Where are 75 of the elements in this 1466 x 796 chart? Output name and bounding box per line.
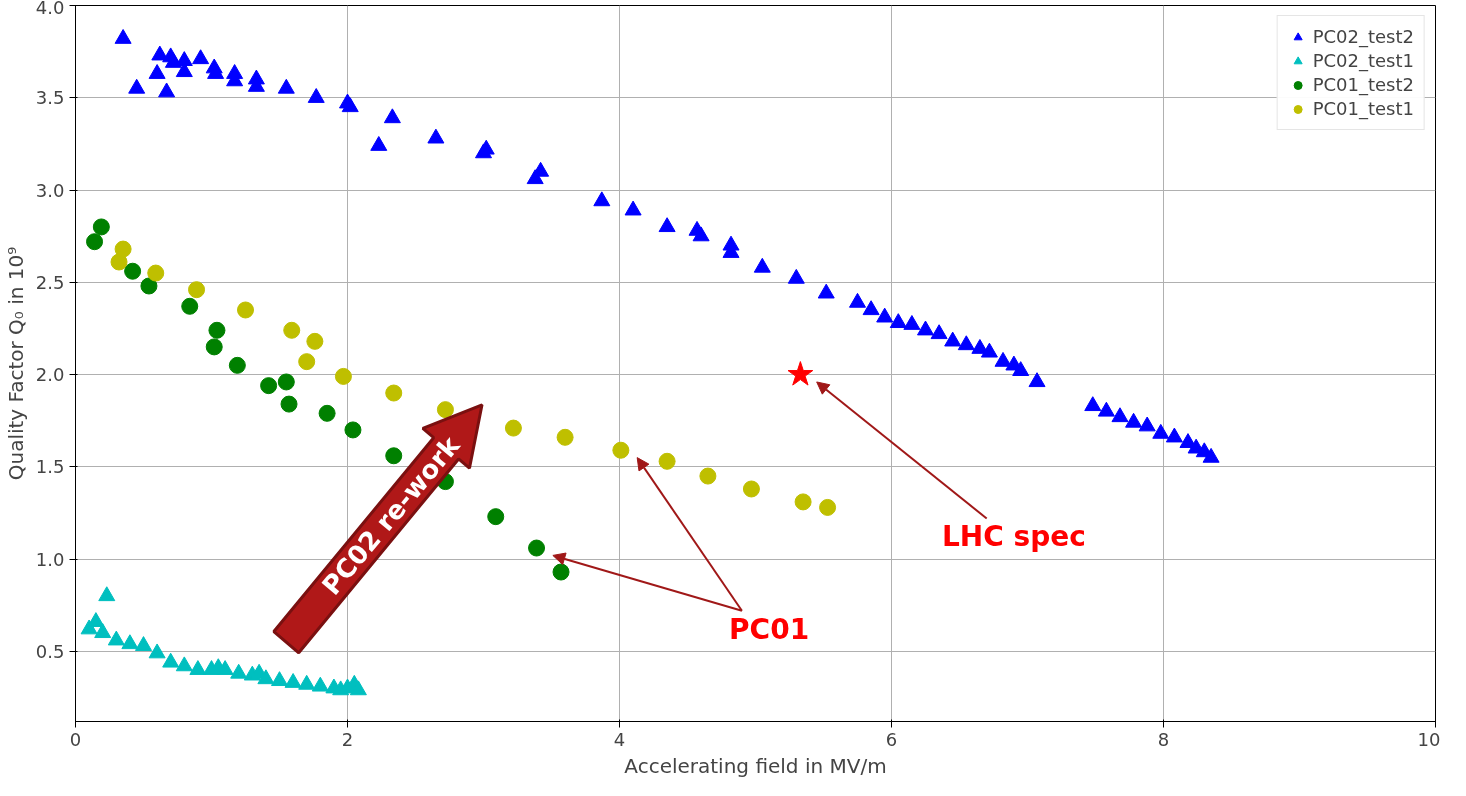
legend-label: PC02_test1 bbox=[1312, 50, 1414, 71]
point bbox=[556, 428, 574, 446]
point bbox=[114, 240, 132, 258]
point bbox=[162, 652, 180, 668]
point bbox=[107, 630, 125, 646]
point bbox=[552, 563, 570, 581]
point bbox=[216, 660, 234, 675]
point bbox=[612, 441, 630, 459]
point bbox=[135, 636, 152, 651]
point bbox=[306, 332, 324, 350]
point bbox=[318, 404, 336, 422]
point bbox=[98, 586, 116, 602]
x-tick-label: 0 bbox=[69, 728, 82, 750]
x-tick-label: 4 bbox=[613, 728, 626, 750]
point bbox=[86, 233, 104, 251]
point bbox=[742, 480, 760, 498]
point bbox=[260, 377, 278, 395]
point bbox=[257, 669, 275, 685]
point bbox=[230, 663, 248, 679]
point bbox=[658, 452, 676, 470]
point bbox=[280, 395, 298, 413]
point bbox=[344, 421, 362, 439]
point bbox=[140, 277, 158, 295]
x-tick-label: 8 bbox=[1157, 728, 1170, 750]
point bbox=[349, 680, 367, 696]
y-tick-label: 0.5 bbox=[35, 640, 65, 662]
point bbox=[228, 356, 246, 374]
point bbox=[94, 623, 112, 639]
point bbox=[284, 673, 302, 688]
y-tick-label: 2.0 bbox=[35, 364, 65, 386]
legend-label: PC01_test1 bbox=[1312, 98, 1414, 119]
point bbox=[208, 321, 226, 339]
point bbox=[189, 660, 207, 675]
point bbox=[181, 297, 199, 315]
point bbox=[271, 671, 288, 687]
point bbox=[699, 467, 717, 485]
y-axis-title: Quality Factor Q₀ in 10⁹ bbox=[3, 246, 28, 481]
x-tick-label: 10 bbox=[1417, 728, 1441, 750]
point bbox=[188, 281, 206, 299]
x-tick-label: 2 bbox=[341, 728, 354, 750]
y-tick-label: 3.0 bbox=[35, 179, 65, 201]
point bbox=[147, 264, 165, 282]
y-tick-label: 1.0 bbox=[35, 548, 65, 570]
point bbox=[110, 253, 128, 271]
point bbox=[92, 218, 110, 236]
point bbox=[298, 674, 316, 690]
point bbox=[794, 493, 812, 511]
point bbox=[787, 361, 814, 386]
point bbox=[283, 321, 301, 339]
point bbox=[124, 262, 142, 280]
point bbox=[175, 656, 193, 672]
point bbox=[504, 419, 522, 437]
y-tick-label: 4.0 bbox=[35, 0, 65, 18]
annotation: LHC spec bbox=[941, 520, 1086, 554]
y-tick-label: 1.5 bbox=[35, 456, 65, 478]
point bbox=[121, 634, 139, 650]
point bbox=[311, 676, 329, 692]
point bbox=[819, 498, 837, 516]
point bbox=[277, 373, 295, 391]
point bbox=[436, 401, 454, 419]
point bbox=[528, 539, 546, 557]
point bbox=[237, 301, 254, 319]
point bbox=[298, 353, 316, 371]
y-tick-label: 3.5 bbox=[35, 87, 65, 109]
point bbox=[385, 384, 403, 402]
x-axis-title: Accelerating field in MV/m bbox=[624, 753, 887, 778]
point bbox=[487, 508, 505, 526]
legend-label: PC02_test2 bbox=[1312, 26, 1414, 47]
point bbox=[334, 367, 352, 385]
x-tick-label: 6 bbox=[885, 728, 898, 750]
point bbox=[148, 643, 166, 659]
y-tick-label: 2.5 bbox=[35, 271, 65, 293]
legend-label: PC01_test2 bbox=[1312, 74, 1414, 95]
annotation: PC01 bbox=[729, 612, 810, 646]
point bbox=[205, 338, 223, 356]
